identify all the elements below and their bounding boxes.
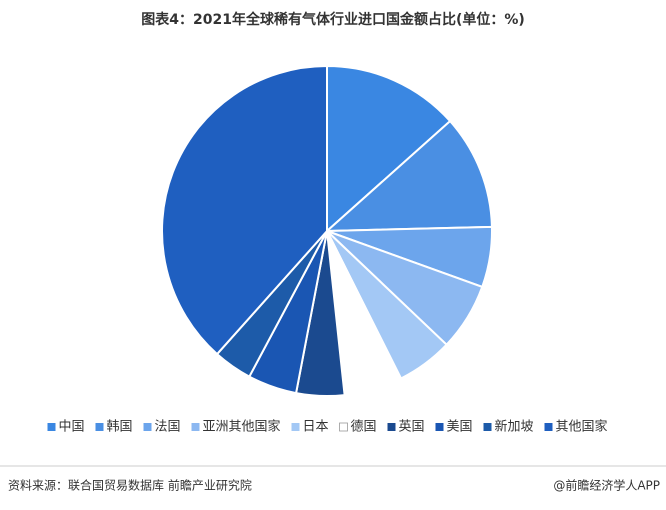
legend-label: 法国 <box>155 420 181 435</box>
legend-swatch <box>339 422 348 432</box>
legend-swatch <box>544 423 553 431</box>
legend-swatch <box>143 423 152 431</box>
legend-swatch <box>483 423 492 431</box>
legend-swatch <box>291 423 300 431</box>
pie-slice <box>326 64 452 234</box>
pie-slice <box>161 64 328 356</box>
legend-label: 日本 <box>303 420 329 435</box>
legend-swatch <box>435 423 444 431</box>
legend-label: 美国 <box>447 420 473 435</box>
legend-label: 新加坡 <box>495 419 534 435</box>
legend-label: 韩国 <box>107 420 133 435</box>
source: 资料来源：联合国贸易数据库 前瞻产业研究院 <box>8 478 252 493</box>
legend-label: 英国 <box>399 420 425 435</box>
legend-label: 亚洲其他国家 <box>203 419 281 435</box>
chart-title: 图表4：2021年全球稀有气体行业进口国金额占比(单位：%) <box>141 11 525 28</box>
legend-swatch <box>191 423 200 431</box>
legend-swatch <box>47 423 56 431</box>
legend-label: 德国 <box>351 420 377 435</box>
credit: @前瞻经济学人APP <box>553 478 660 493</box>
legend-swatch <box>95 423 104 431</box>
legend-label: 中国 <box>59 420 85 435</box>
legend-label: 其他国家 <box>556 419 608 435</box>
pie-slice <box>324 119 493 233</box>
legend-swatch <box>387 423 396 431</box>
